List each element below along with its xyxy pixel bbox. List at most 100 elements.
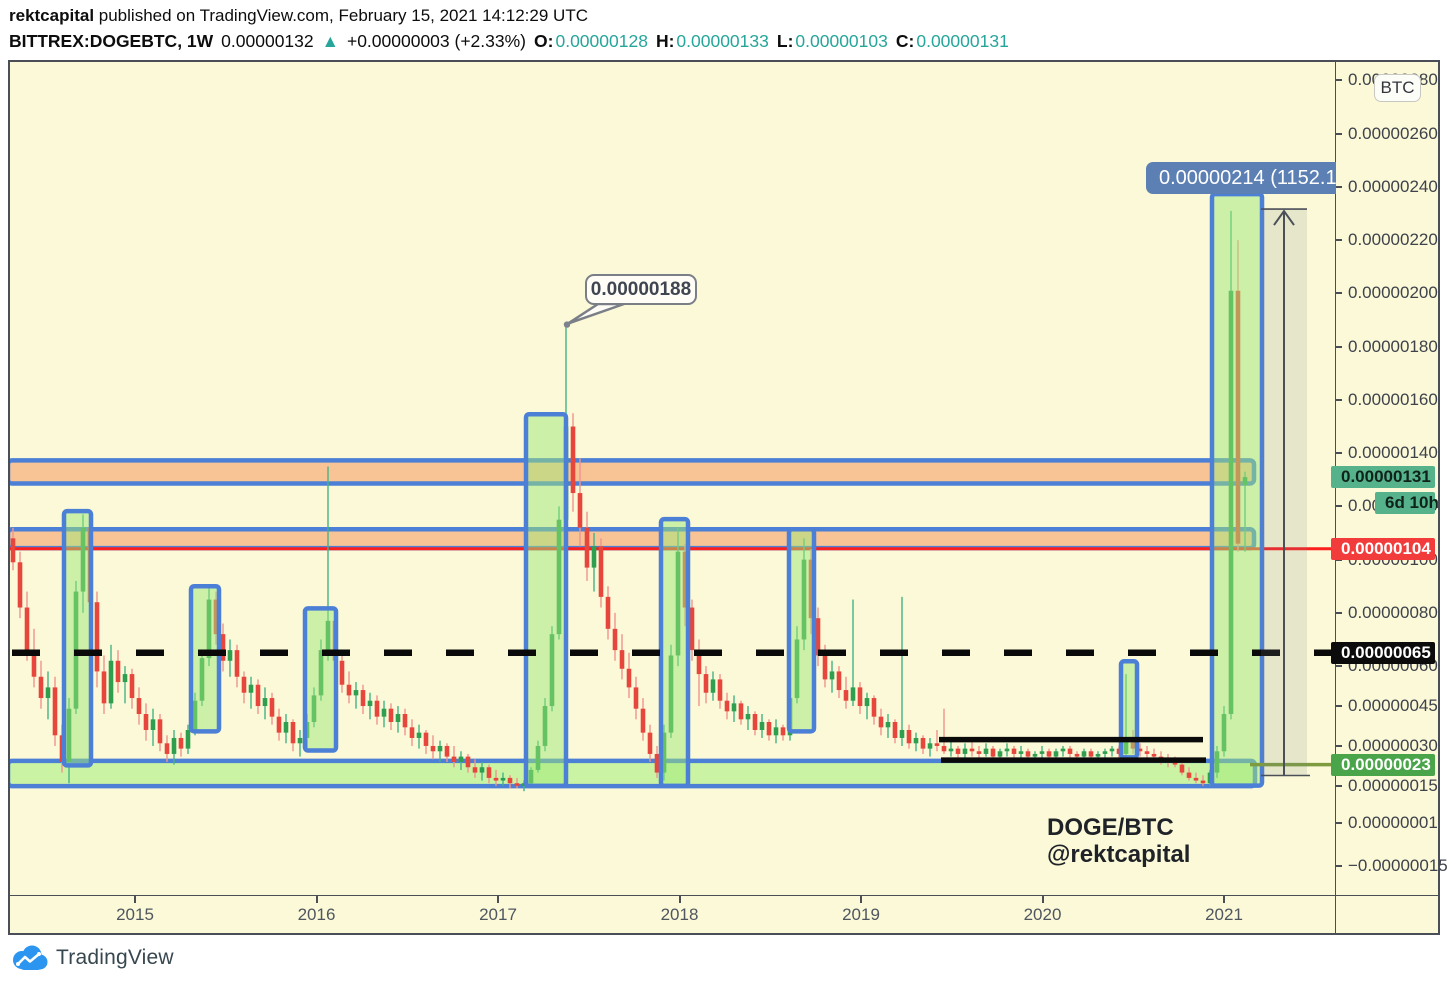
candle-body: [857, 687, 863, 707]
price-tick-label: 0.00000001: [1348, 813, 1438, 833]
candle-body: [815, 618, 821, 656]
chart-container: 0.00000214 (1152.1 0.00000188 DOGE/BTC @…: [8, 60, 1448, 935]
year-tick-mark: [134, 896, 136, 903]
candle-body: [52, 687, 58, 736]
price-tick-label: 0.00000200: [1348, 283, 1438, 303]
range-tool-arrowhead: [1273, 209, 1295, 226]
candle-body: [1025, 751, 1031, 757]
price-tick-label: 0.00000260: [1348, 123, 1438, 143]
open-label: O:: [534, 31, 554, 51]
breakout-box-4: [523, 412, 569, 789]
time-axis[interactable]: 2015 2016 2017 2018 2019 2020 2021: [10, 895, 1335, 933]
candle-body: [374, 700, 380, 717]
tradingview-logo[interactable]: TradingView: [10, 944, 174, 972]
plot-area[interactable]: [10, 62, 1335, 895]
price-tick-label: 0.00000015: [1348, 775, 1438, 795]
candle-body: [451, 756, 457, 762]
candle-body: [381, 708, 387, 717]
candle-body: [752, 714, 758, 730]
candle-body: [416, 732, 422, 738]
price-tick-mark: [1336, 132, 1342, 135]
price-tick-mark: [1336, 611, 1342, 614]
watermark-handle: @rektcapital: [1047, 841, 1191, 868]
candle-body: [955, 748, 961, 754]
high-value: 0.00000133: [676, 31, 769, 51]
candle-body: [941, 745, 947, 752]
supply-zone-lower: [10, 527, 1257, 551]
price-tick-mark: [1336, 239, 1342, 242]
candle-body: [1039, 751, 1045, 754]
candle-body: [31, 650, 37, 677]
candle-body: [17, 562, 23, 608]
watermark-pair: DOGE/BTC: [1047, 814, 1174, 841]
candle-body: [689, 607, 695, 651]
candle-body: [423, 732, 429, 746]
candle-body: [654, 753, 660, 773]
candle-body: [367, 700, 373, 707]
candle-body: [640, 708, 646, 733]
price-tick-label: 0.00000080: [1348, 602, 1438, 622]
year-tick-mark: [860, 896, 862, 903]
year-tick-mark: [678, 896, 681, 903]
close-value: 0.00000131: [916, 31, 1009, 51]
candle-body: [514, 783, 520, 786]
candle-body: [696, 650, 702, 675]
price-tick-mark: [1336, 505, 1342, 508]
candle-body: [647, 732, 653, 754]
year-label: 2020: [1023, 905, 1062, 924]
candle-body: [969, 748, 975, 752]
price-tick-label: 0.00000045: [1348, 696, 1438, 716]
candle-body: [913, 737, 919, 744]
candle-body: [598, 546, 604, 597]
candle-body: [780, 727, 786, 736]
candle-body: [892, 722, 898, 738]
low-value: 0.00000103: [795, 31, 888, 51]
candle-body: [626, 668, 632, 688]
candle-body: [157, 719, 163, 744]
candle-body: [759, 722, 765, 730]
open-value: 0.00000128: [555, 31, 648, 51]
candle-body: [1179, 764, 1185, 773]
candle-body: [605, 596, 611, 629]
candle-body: [150, 719, 156, 730]
year-label: 2018: [660, 905, 699, 924]
candle-body: [136, 698, 142, 715]
candle-body: [927, 743, 933, 749]
candle-body: [255, 684, 261, 707]
candle-body: [1172, 761, 1178, 765]
candle-body: [1081, 751, 1087, 757]
candle-body: [906, 729, 912, 744]
callout-anchor-dot: [563, 321, 571, 328]
year-tick-mark: [315, 896, 318, 903]
year-label: 2019: [842, 905, 880, 924]
supply-zone-upper: [10, 458, 1257, 486]
price-badge: 0.00000104: [1331, 537, 1435, 560]
candle-body: [465, 756, 471, 768]
price-tick-mark: [1336, 784, 1342, 787]
candle-body: [409, 727, 415, 738]
price-axis[interactable]: BTC 0.000002800.000002600.000002400.0000…: [1331, 62, 1448, 895]
price-tick-mark: [1336, 864, 1342, 867]
high-label: H:: [655, 31, 675, 51]
price-badge: 0.00000065: [1331, 641, 1435, 664]
price-tick-label: 0.00000140: [1348, 443, 1438, 463]
candle-body: [1088, 751, 1094, 757]
candle-body: [360, 690, 366, 707]
candle-body: [38, 676, 44, 699]
symbol-title: BITTREX:DOGEBTC, 1W: [9, 31, 214, 51]
candle-body: [101, 671, 107, 704]
price-badge: 0.00000023: [1331, 753, 1435, 776]
price-tick-mark: [1336, 345, 1342, 348]
candle-body: [297, 737, 303, 744]
axis-corner: [1335, 895, 1438, 933]
price-tick-mark: [1336, 705, 1342, 708]
candle-body: [1004, 748, 1010, 752]
candle-body: [997, 751, 1003, 757]
candle-body: [1011, 748, 1017, 754]
candle-body: [339, 660, 345, 685]
candle-body: [871, 698, 877, 717]
candle-body: [1193, 777, 1199, 781]
candle-body: [143, 714, 149, 730]
tradingview-cloud-icon: [13, 945, 48, 970]
year-tick-mark: [1223, 896, 1225, 903]
